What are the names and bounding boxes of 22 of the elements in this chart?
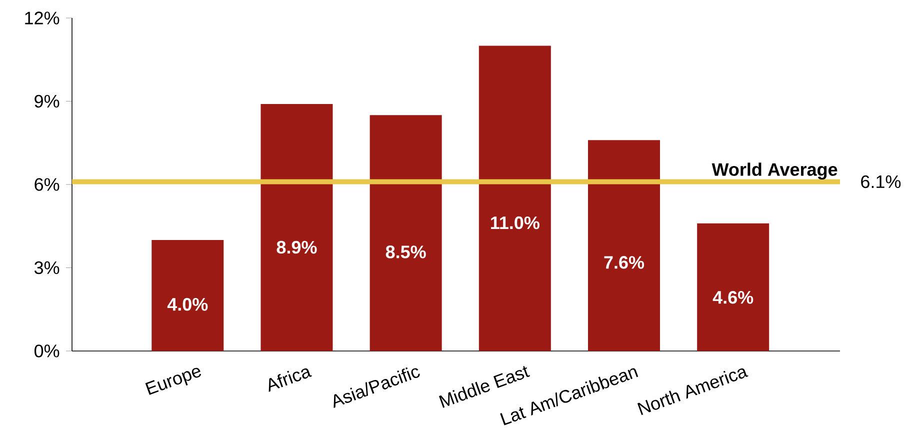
bar [152,240,224,351]
data-label: 8.9% [276,240,317,254]
ref-line-label: World Average [712,162,838,180]
y-tick-label: 9% [34,94,60,108]
data-label: 7.6% [604,256,644,269]
bar [588,140,660,351]
bar [697,223,770,351]
text: 6.1% [861,175,901,188]
data-label: 11.0% [491,216,540,230]
bar [478,46,551,351]
y-tick-label: 12% [25,12,60,24]
bar [370,115,442,351]
x-tick-label: Africa [268,368,312,392]
y-tick-label: 0% [34,344,60,358]
y-tick-label: 6% [34,178,60,191]
data-label: 4.0% [167,298,208,311]
data-label: 8.5% [386,246,426,258]
x-tick-label: Europe [145,368,201,395]
y-tick-label: 3% [34,261,60,274]
x-tick-label: Middle East [438,366,530,408]
data-label: 4.6% [712,290,754,304]
bar [260,104,333,351]
